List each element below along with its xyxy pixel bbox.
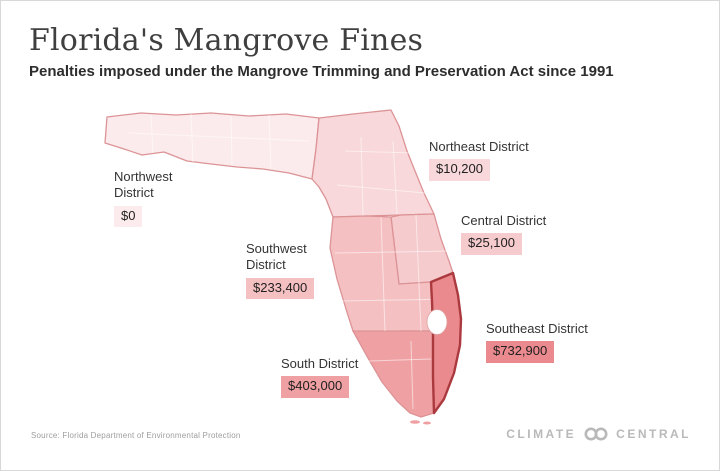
logo-text-climate: CLIMATE bbox=[506, 427, 577, 441]
source-credit: Source: Florida Department of Environmen… bbox=[31, 431, 241, 440]
interlocking-rings-icon bbox=[584, 427, 608, 441]
page-subtitle: Penalties imposed under the Mangrove Tri… bbox=[29, 63, 614, 80]
label-northwest-district: Northwest District $0 bbox=[114, 169, 196, 227]
fine-value-badge: $10,200 bbox=[429, 159, 490, 181]
county-boundary-lines bbox=[128, 113, 458, 410]
district-name: Central District bbox=[461, 213, 547, 228]
climate-central-logo: CLIMATE CENTRAL bbox=[506, 426, 691, 442]
label-northeast-district: Northeast District $10,200 bbox=[429, 139, 529, 181]
fine-value-badge: $233,400 bbox=[246, 277, 315, 299]
fine-value-badge: $403,000 bbox=[281, 376, 350, 398]
south-district-region bbox=[352, 330, 435, 418]
northeast-district-region bbox=[311, 109, 435, 218]
district-name: Northwest District bbox=[114, 169, 173, 201]
florida-keys-islet bbox=[410, 420, 420, 424]
central-district-region bbox=[390, 213, 454, 285]
page-title: Florida's Mangrove Fines bbox=[29, 23, 424, 58]
northwest-district-region bbox=[104, 112, 320, 180]
district-name: Northeast District bbox=[429, 139, 529, 154]
label-south-district: South District $403,000 bbox=[281, 356, 358, 398]
fine-value-badge: $25,100 bbox=[461, 233, 522, 255]
fine-value-badge: $732,900 bbox=[486, 341, 555, 363]
label-central-district: Central District $25,100 bbox=[461, 213, 546, 255]
logo-text-central: CENTRAL bbox=[616, 427, 691, 441]
florida-keys-islet bbox=[423, 421, 431, 425]
district-name: South District bbox=[281, 356, 359, 371]
fine-value-badge: $0 bbox=[114, 205, 143, 227]
lake-okeechobee bbox=[426, 309, 448, 335]
label-southeast-district: Southeast District $732,900 bbox=[486, 321, 588, 363]
district-name: Southwest District bbox=[246, 241, 307, 273]
district-name: Southeast District bbox=[486, 321, 588, 336]
label-southwest-district: Southwest District $233,400 bbox=[246, 241, 328, 299]
southeast-district-region bbox=[429, 271, 463, 415]
